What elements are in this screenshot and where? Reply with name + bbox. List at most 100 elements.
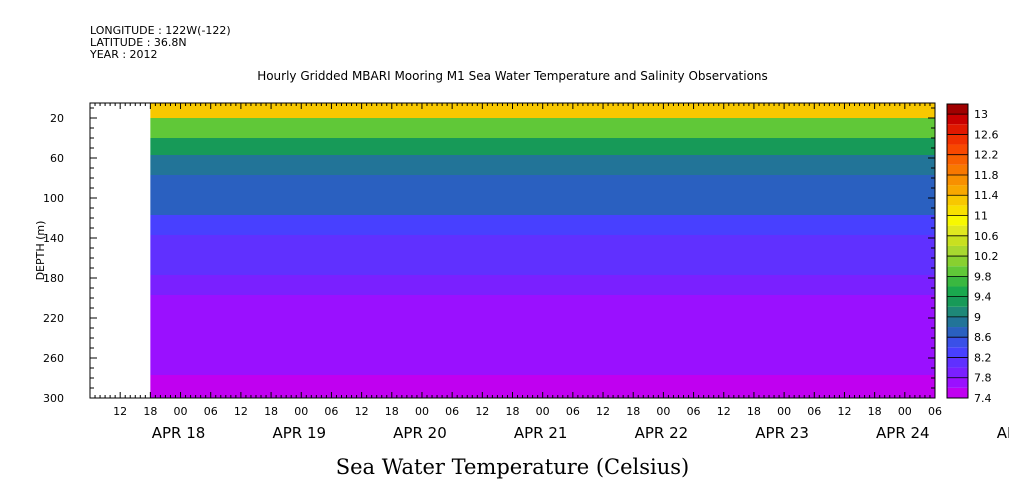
latitude-label: LATITUDE : 36.8N — [90, 36, 187, 49]
colorbar-swatch — [947, 296, 968, 307]
x-hour-label: 00 — [174, 405, 188, 418]
heatmap-band — [150, 235, 935, 255]
colorbar-title: Sea Water Temperature (Celsius) — [335, 455, 690, 479]
y-tick-label: 180 — [43, 272, 64, 285]
heatmap-band — [150, 275, 935, 295]
colorbar-swatch — [947, 195, 968, 206]
colorbar-swatch — [947, 316, 968, 328]
x-day-label: APR 20 — [393, 424, 447, 442]
colorbar-swatch — [947, 337, 968, 348]
y-tick-label: 20 — [50, 112, 64, 125]
x-day-label: APR 18 — [152, 424, 206, 442]
colorbar-label: 7.4 — [974, 392, 992, 405]
x-day-label: APR 24 — [876, 424, 930, 442]
heatmap-band — [150, 155, 935, 175]
colorbar-swatch — [947, 327, 968, 338]
colorbar-swatch — [947, 276, 968, 287]
colorbar-label: 11.8 — [974, 169, 999, 182]
y-tick-label: 140 — [43, 232, 64, 245]
heatmap-band — [150, 103, 935, 118]
colorbar-swatch — [947, 377, 968, 388]
x-hour-label: 12 — [234, 405, 248, 418]
colorbar: 13 12.6 12.2 11.8 11.4 11 10.6 10.2 9.8 9.4 9 8.6 8.… — [946, 103, 999, 405]
colorbar-swatch — [947, 235, 968, 246]
x-hour-label: 06 — [928, 405, 942, 418]
x-hour-label: 06 — [687, 405, 701, 418]
colorbar-swatch — [947, 134, 968, 145]
y-tick-label: 100 — [43, 192, 64, 205]
x-hour-label: 06 — [807, 405, 821, 418]
heatmap-band — [150, 215, 935, 235]
x-hour-label: 12 — [596, 405, 610, 418]
x-hour-label: 18 — [868, 405, 882, 418]
heatmap-band — [150, 175, 935, 195]
colorbar-swatch — [947, 367, 968, 378]
year-label: YEAR : 2012 — [90, 48, 158, 61]
x-hour-label: 00 — [536, 405, 550, 418]
x-hour-label: 06 — [204, 405, 218, 418]
colorbar-swatch — [947, 114, 968, 125]
heatmap-band — [150, 295, 935, 335]
x-hour-label: 18 — [143, 405, 157, 418]
y-tick-label: 260 — [43, 352, 64, 365]
heatmap-band — [150, 195, 935, 215]
x-hour-label: 18 — [264, 405, 278, 418]
x-hour-label: 12 — [475, 405, 489, 418]
x-hour-label: 12 — [113, 405, 127, 418]
colorbar-label: 9.4 — [974, 291, 992, 304]
heatmap-band — [150, 255, 935, 275]
plot-axes: 20 60 100 140 180 220 260 300 DEPTH (m) 12 18 00 06 1… — [34, 102, 1009, 442]
colorbar-label: 9.8 — [974, 270, 992, 283]
x-hour-label: 18 — [506, 405, 520, 418]
x-hour-label: 00 — [656, 405, 670, 418]
colorbar-swatch — [947, 245, 968, 257]
heatmap-band — [150, 335, 935, 375]
x-hour-label: 06 — [566, 405, 580, 418]
colorbar-swatch — [947, 347, 968, 358]
colorbar-swatch — [947, 357, 968, 368]
x-day-label: APR 23 — [755, 424, 809, 442]
x-hour-label: 06 — [324, 405, 338, 418]
colorbar-swatch — [947, 205, 968, 216]
colorbar-swatch — [947, 164, 968, 175]
colorbar-label: 9 — [974, 311, 981, 324]
heatmap-fill — [150, 103, 935, 398]
colorbar-swatch — [947, 174, 968, 186]
x-hour-label: 12 — [837, 405, 851, 418]
x-hour-label: 12 — [355, 405, 369, 418]
colorbar-label: 11 — [974, 210, 988, 223]
x-day-label: APR 22 — [635, 424, 689, 442]
heatmap-band — [150, 138, 935, 155]
colorbar-swatch — [947, 306, 968, 317]
colorbar-label: 8.6 — [974, 331, 992, 344]
y-tick-label: 220 — [43, 312, 64, 325]
chart-title: Hourly Gridded MBARI Mooring M1 Sea Wate… — [257, 69, 768, 83]
y-tick-label: 300 — [43, 392, 64, 405]
colorbar-label: 7.8 — [974, 372, 992, 385]
heatmap-band — [150, 375, 935, 398]
x-hour-label: 18 — [385, 405, 399, 418]
x-hour-label: 00 — [294, 405, 308, 418]
colorbar-swatch — [947, 256, 968, 267]
y-tick-label: 60 — [50, 152, 64, 165]
x-hour-label: 18 — [747, 405, 761, 418]
colorbar-label: 12.6 — [974, 128, 999, 141]
colorbar-swatch — [947, 185, 968, 196]
x-hour-label: 00 — [898, 405, 912, 418]
colorbar-swatch — [947, 124, 968, 135]
longitude-label: LONGITUDE : 122W(-122) — [90, 24, 231, 37]
colorbar-label: 8.2 — [974, 351, 992, 364]
colorbar-swatch — [947, 266, 968, 277]
colorbar-label: 13 — [974, 108, 988, 121]
x-day-label: APR 25 — [997, 424, 1009, 442]
x-day-label: APR 21 — [514, 424, 568, 442]
x-day-label: APR 19 — [272, 424, 326, 442]
colorbar-swatch — [947, 387, 968, 398]
x-hour-label: 18 — [626, 405, 640, 418]
heatmap-band — [150, 118, 935, 138]
colorbar-label: 12.2 — [974, 149, 999, 162]
x-hour-label: 00 — [415, 405, 429, 418]
colorbar-swatch — [947, 215, 968, 226]
colorbar-swatch — [947, 104, 968, 115]
